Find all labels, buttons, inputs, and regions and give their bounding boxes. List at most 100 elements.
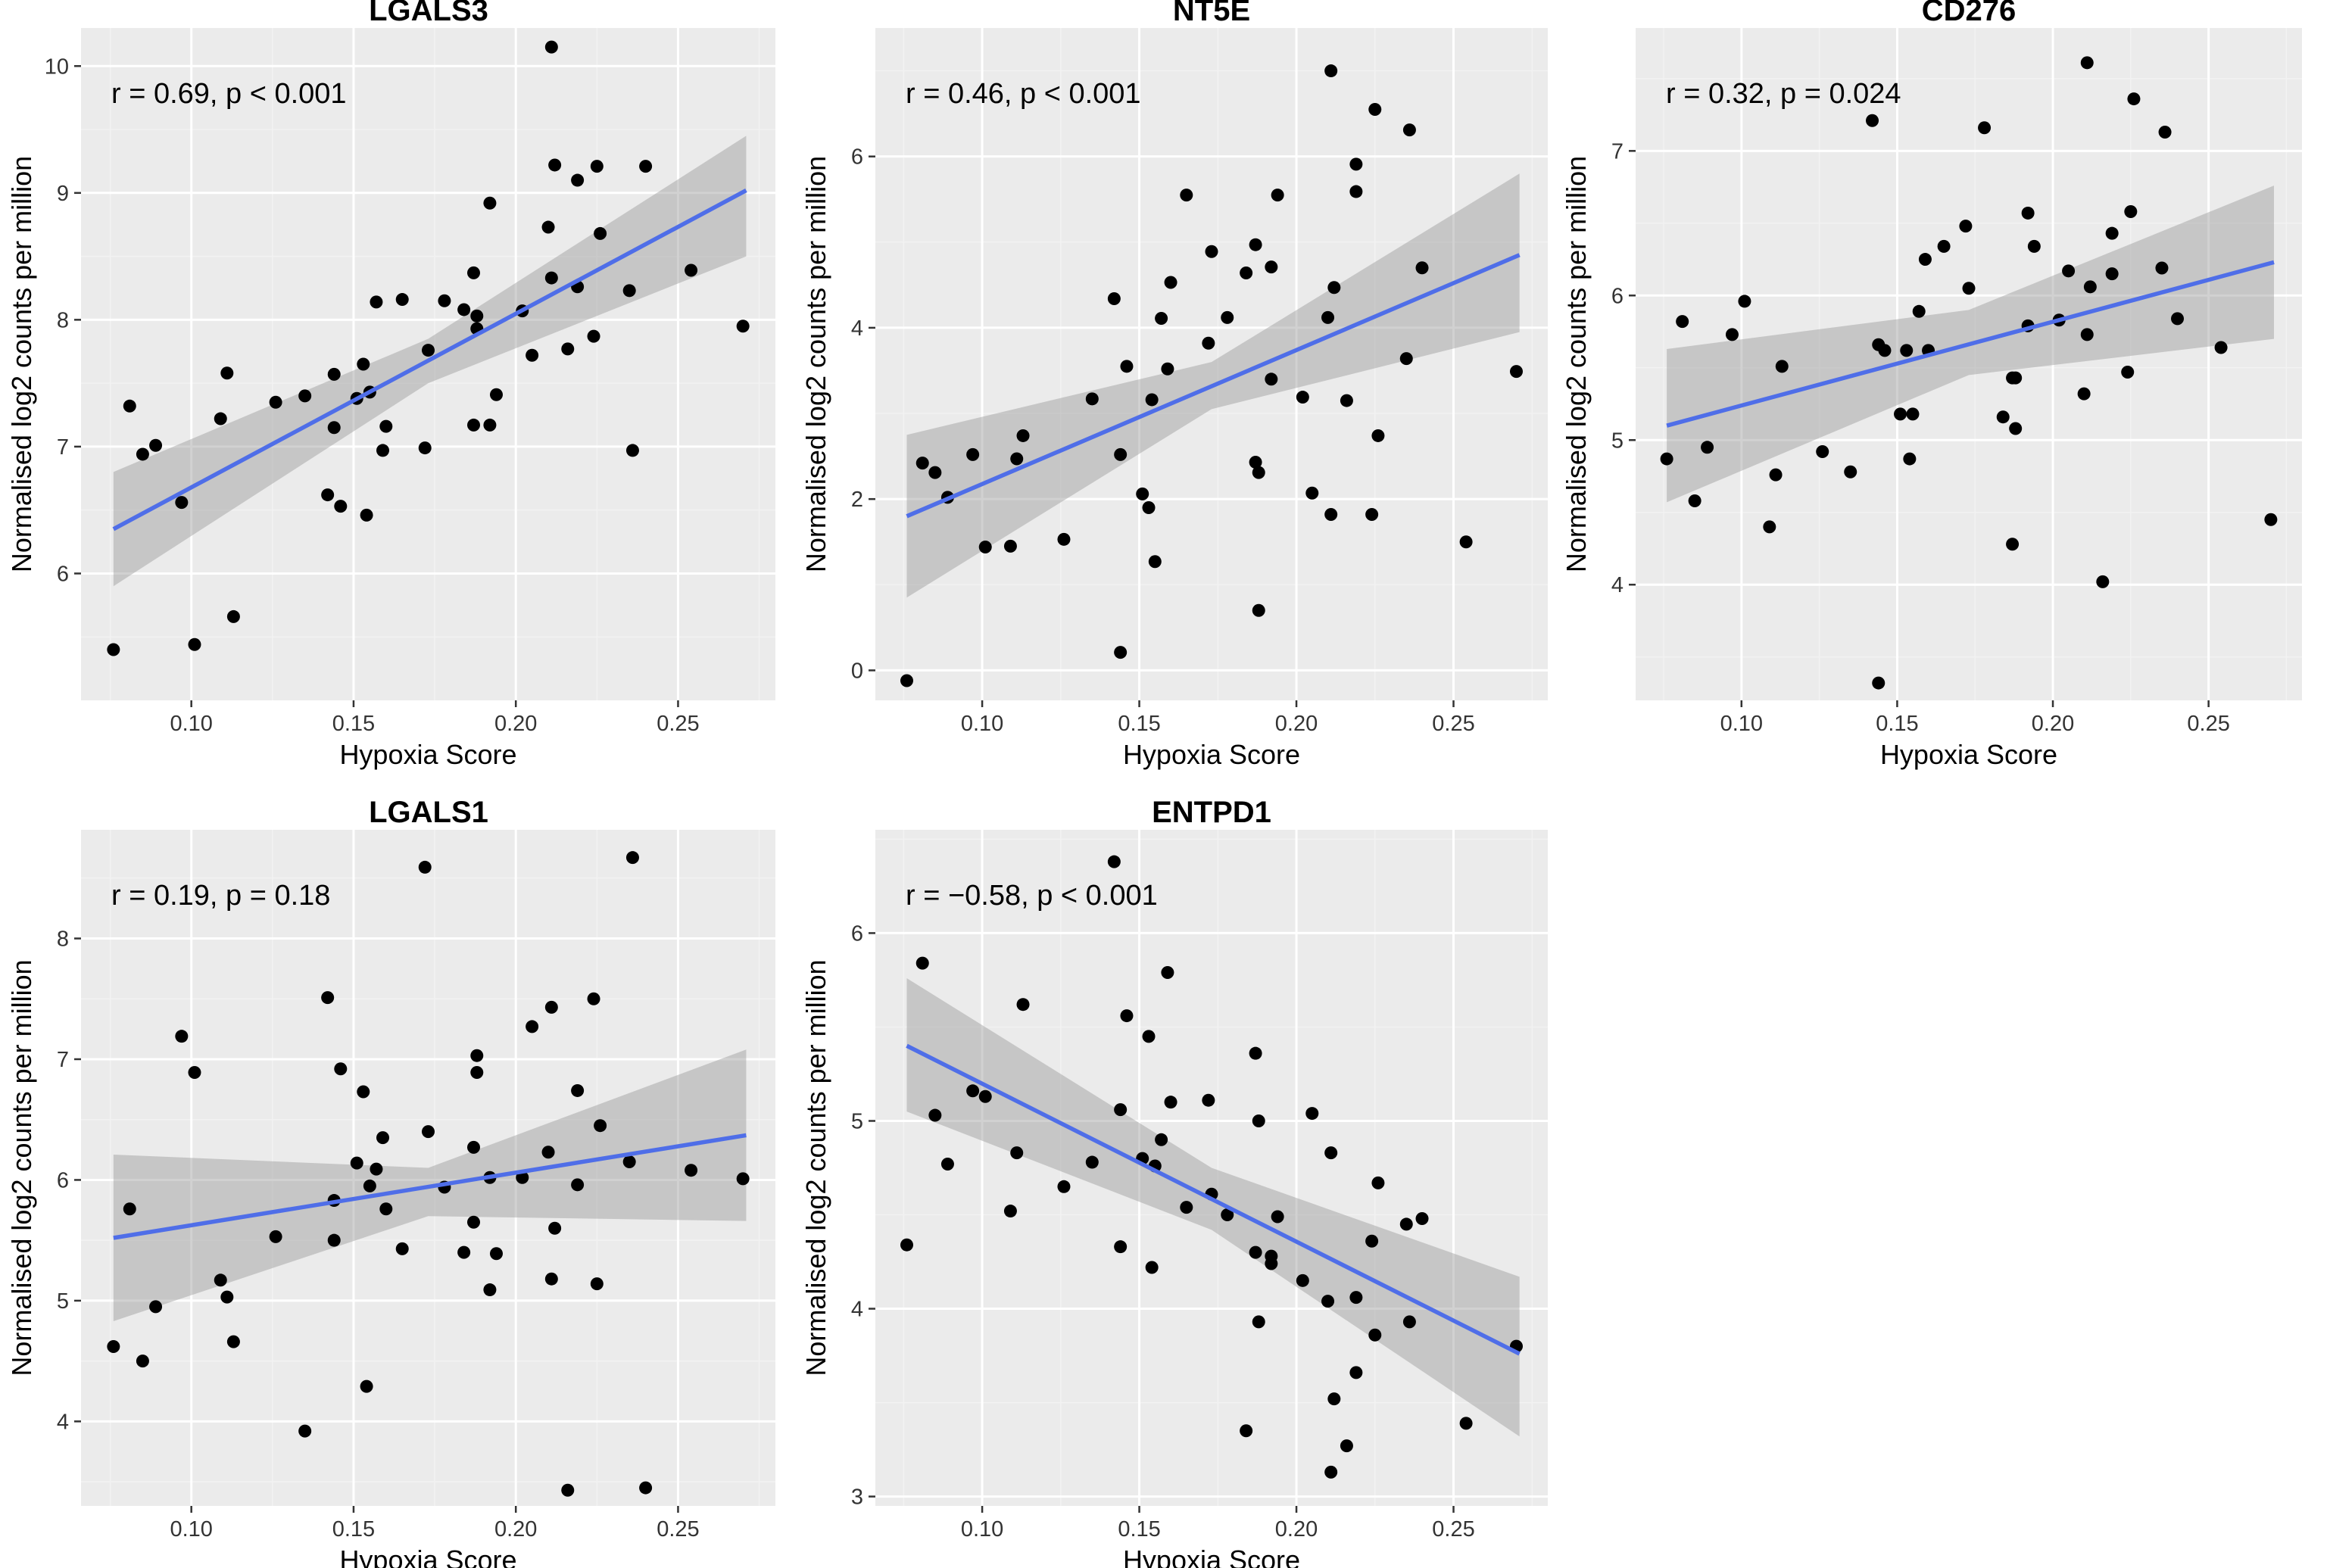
data-point [1010,452,1024,466]
data-point [966,447,980,461]
data-point [1402,1315,1416,1329]
data-point [214,1273,227,1287]
data-point [1775,360,1789,373]
y-axis-title: Normalised log2 counts per million [6,156,37,572]
data-point [900,674,913,687]
data-point [1676,315,1689,329]
data-point [1959,220,1973,233]
data-point [1249,1245,1262,1259]
data-point [1249,238,1262,251]
data-point [1763,520,1776,534]
data-point [978,541,992,554]
data-point [136,447,149,461]
data-point [2009,371,2023,385]
data-point [1249,1046,1262,1060]
data-point [940,1158,954,1171]
data-point [123,399,136,413]
data-point [625,444,639,457]
plot-background [81,830,775,1506]
data-point [2021,206,2035,220]
data-point [175,496,189,510]
data-point [466,1140,480,1154]
data-point [526,348,539,362]
data-point [1305,486,1319,500]
x-tick-label: 0.20 [1275,1517,1318,1542]
y-tick-label: 6 [1611,284,1624,308]
data-point [685,1164,698,1177]
data-point [1271,1210,1284,1224]
data-point [1107,855,1121,868]
correlation-annotation: r = 0.19, p = 0.18 [111,880,330,912]
panel-title: ENTPD1 [1152,796,1271,829]
data-point [370,1162,383,1176]
data-point [1399,352,1413,366]
data-point [1107,291,1121,305]
data-point [548,158,562,172]
data-point [928,466,942,479]
x-tick-label: 0.15 [1118,712,1160,736]
data-point [1265,260,1278,274]
chart-panel-lgals3: 0.10 0.15 0.20 0.25 6 7 8 9 10 LGALS3 r = 0.69, p … [6,0,775,770]
data-point [2027,239,2041,253]
data-point [2105,226,2119,240]
panel-title: NT5E [1173,0,1250,27]
data-point [1161,362,1174,376]
data-point [978,1089,992,1103]
data-point [1114,1103,1128,1117]
y-tick-label: 5 [1611,429,1624,453]
data-point [379,419,393,433]
data-point [466,266,480,279]
data-point [1844,465,1857,479]
x-axis-title: Hypoxia Score [1123,739,1300,770]
data-point [1912,304,1926,318]
data-point [1327,1392,1341,1406]
plot-background [875,28,1548,700]
data-point [2083,280,2097,294]
data-point [1340,394,1353,407]
data-point [1240,1424,1253,1438]
regression-line [112,189,747,531]
data-point [321,991,335,1005]
y-tick-label: 10 [45,55,69,79]
x-tick-label: 0.25 [657,1517,699,1542]
data-point [1365,508,1379,522]
data-point [587,992,600,1005]
data-point [395,293,409,307]
data-point [376,1131,390,1145]
plot-background [875,830,1548,1506]
correlation-annotation: r = −0.58, p < 0.001 [906,880,1158,912]
data-point [418,860,432,874]
data-point [1701,441,1714,454]
data-point [1872,676,1886,690]
data-point [1340,1439,1353,1453]
x-tick-label: 0.10 [961,712,1003,736]
data-point [1978,121,1992,135]
data-point [470,1049,484,1062]
y-tick-label: 4 [1611,573,1624,597]
x-tick-label: 0.10 [170,1517,212,1542]
data-point [915,457,929,470]
data-point [1660,452,1673,466]
data-point [1371,1176,1385,1189]
data-point [639,1481,653,1495]
correlation-annotation: r = 0.69, p < 0.001 [111,78,347,110]
chart-panel-nt5e: 0.10 0.15 0.20 0.25 0 2 4 6 NT5E r = 0.46, p < 0.… [800,0,1548,770]
data-point [1900,344,1914,357]
data-point [1205,245,1218,258]
data-point [1324,1146,1338,1160]
data-point [2158,125,2172,139]
regression-line [113,1133,747,1240]
data-point [327,1233,341,1247]
data-point [360,508,373,522]
x-axis-title: Hypoxia Score [1123,1545,1300,1568]
x-tick-label: 0.10 [1720,712,1763,736]
data-point [298,1424,312,1438]
data-point [1996,410,2010,424]
y-tick-label: 4 [57,1410,69,1434]
data-point [1164,276,1177,289]
data-point [1349,1291,1363,1305]
data-point [457,303,471,316]
data-point [2155,261,2169,275]
data-point [1252,1315,1265,1329]
data-point [1202,1093,1215,1107]
